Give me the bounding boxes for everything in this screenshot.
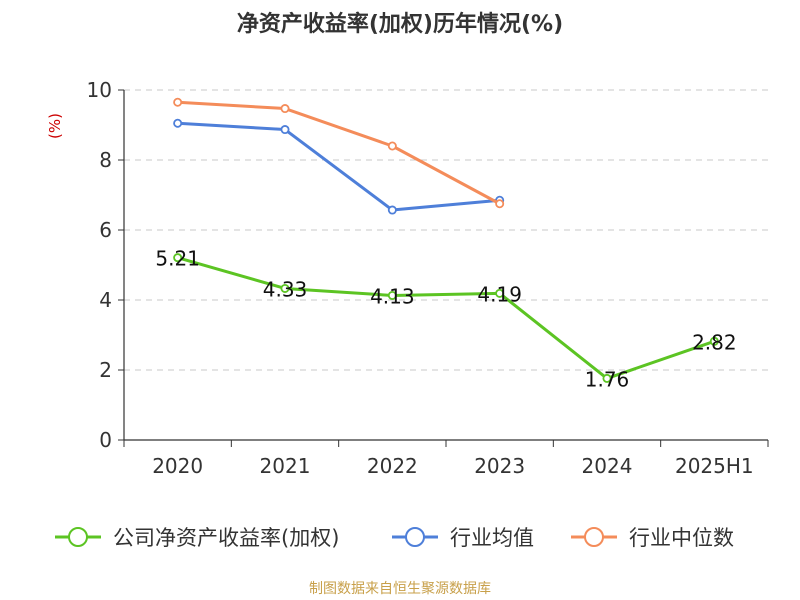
x-tick-label: 2022 — [367, 454, 418, 478]
source-note: 制图数据来自恒生聚源数据库 — [309, 581, 491, 597]
data-label: 4.13 — [370, 284, 415, 308]
data-point — [387, 290, 397, 300]
legend-marker — [68, 527, 88, 547]
legend-marker — [405, 527, 425, 547]
y-axis-label: (%) — [46, 113, 64, 139]
data-point — [280, 125, 290, 135]
y-tick-label: 4 — [99, 288, 112, 312]
data-label: 4.33 — [263, 277, 308, 301]
legend-item: 行业中位数 — [571, 526, 734, 550]
series-layer — [173, 97, 719, 383]
series-line — [177, 121, 500, 212]
data-label: 4.19 — [477, 282, 522, 306]
legend-label: 行业均值 — [450, 526, 534, 550]
y-tick-label: 8 — [99, 148, 112, 172]
data-point — [280, 283, 290, 293]
data-label: 5.21 — [155, 247, 200, 271]
axis-layer: 0 2 4 6 8 10 2020 2021 2022 2023 2024 2025H1 (%) — [46, 78, 769, 478]
grid-layer — [124, 89, 768, 371]
data-point — [280, 104, 290, 114]
y-tick-label: 10 — [87, 78, 112, 102]
legend-label: 行业中位数 — [629, 526, 734, 550]
data-point — [387, 141, 397, 151]
x-tick-label: 2020 — [152, 454, 203, 478]
data-label: 2.82 — [692, 330, 737, 354]
legend-item: 公司净资产收益率(加权) — [55, 526, 339, 550]
data-point — [173, 97, 183, 107]
data-point — [173, 253, 183, 263]
x-tick-label: 2023 — [474, 454, 525, 478]
data-point — [495, 199, 505, 209]
data-label: 1.76 — [585, 367, 630, 391]
legend: 公司净资产收益率(加权) 行业均值 行业中位数 — [55, 526, 734, 550]
series-line — [177, 256, 715, 380]
y-tick-label: 6 — [99, 218, 112, 242]
data-point — [495, 288, 505, 298]
x-tick-label: 2025H1 — [675, 454, 754, 478]
legend-label: 公司净资产收益率(加权) — [113, 526, 339, 550]
data-point — [173, 118, 183, 128]
data-point — [387, 205, 397, 215]
series-line — [177, 100, 501, 206]
x-tick-label: 2021 — [260, 454, 311, 478]
data-point — [709, 336, 719, 346]
x-tick-label: 2024 — [582, 454, 633, 478]
y-tick-label: 0 — [99, 428, 112, 452]
y-tick-label: 2 — [99, 358, 112, 382]
legend-marker — [584, 527, 604, 547]
legend-item: 行业均值 — [392, 526, 534, 550]
data-point — [602, 373, 612, 383]
chart-title: 净资产收益率(加权)历年情况(%) — [236, 12, 564, 37]
data-label-layer: 5.21 4.33 4.13 4.19 1.76 2.82 — [155, 247, 736, 392]
